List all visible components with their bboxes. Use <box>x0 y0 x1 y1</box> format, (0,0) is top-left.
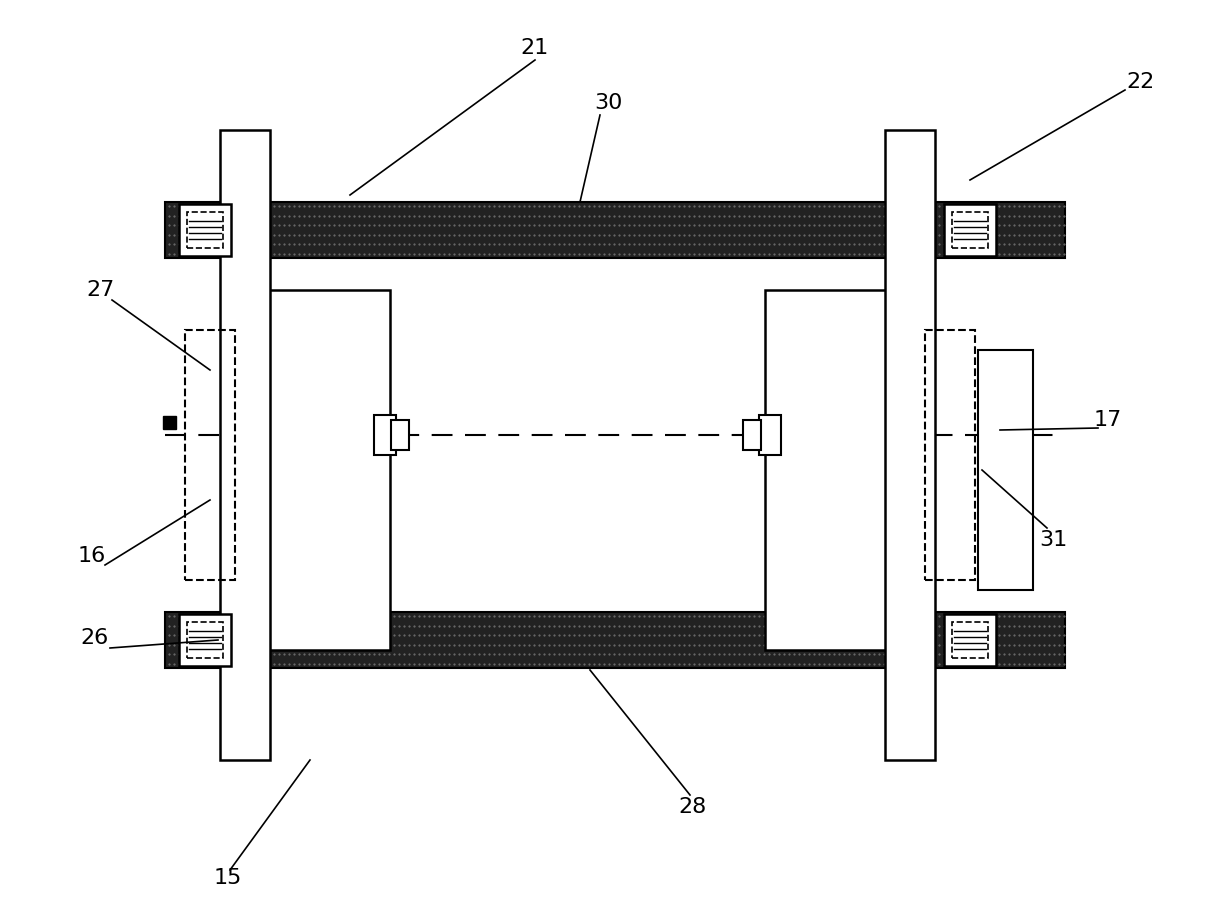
Bar <box>186 330 235 580</box>
Bar <box>944 614 995 666</box>
Text: 21: 21 <box>521 38 549 58</box>
Bar <box>220 130 270 760</box>
Bar <box>187 212 222 248</box>
Bar <box>760 415 780 455</box>
Bar <box>165 612 1066 668</box>
Text: 31: 31 <box>1039 530 1067 550</box>
Bar <box>179 204 231 256</box>
Text: 15: 15 <box>214 868 242 888</box>
Bar <box>374 415 396 455</box>
Bar <box>764 290 925 650</box>
Bar <box>952 212 988 248</box>
Text: 28: 28 <box>678 797 707 817</box>
Bar <box>163 416 176 429</box>
Text: 16: 16 <box>77 546 106 566</box>
Bar <box>925 330 975 580</box>
Text: 22: 22 <box>1126 72 1154 92</box>
Bar <box>885 130 935 760</box>
Bar <box>230 290 390 650</box>
Text: 27: 27 <box>86 280 114 300</box>
Bar <box>391 420 409 450</box>
Bar <box>952 622 988 658</box>
Bar <box>187 622 222 658</box>
Bar <box>744 420 761 450</box>
Text: 30: 30 <box>594 93 622 113</box>
Bar <box>165 202 1066 258</box>
Bar <box>179 614 231 666</box>
Bar <box>977 350 1032 590</box>
Bar <box>944 204 995 256</box>
Text: 26: 26 <box>81 628 109 648</box>
Text: 17: 17 <box>1094 410 1122 430</box>
